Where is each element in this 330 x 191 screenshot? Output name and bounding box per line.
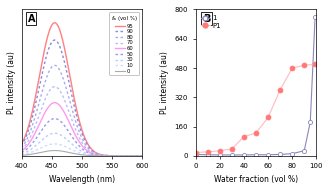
Y-axis label: PL intensity (au): PL intensity (au): [7, 51, 16, 114]
1: [194, 153, 198, 155]
1: [230, 154, 234, 156]
X-axis label: Wavelength (nm): Wavelength (nm): [49, 175, 115, 184]
X-axis label: Water fraction (vol %): Water fraction (vol %): [214, 175, 298, 184]
P1: [266, 116, 270, 119]
P1: [254, 132, 258, 134]
Text: A: A: [27, 14, 35, 24]
Line: P1: P1: [193, 62, 317, 155]
1: [218, 154, 222, 156]
Legend: 1, P1: 1, P1: [199, 13, 223, 31]
1: [278, 153, 282, 155]
1: [206, 154, 210, 156]
P1: [194, 151, 198, 154]
P1: [242, 135, 246, 138]
P1: [290, 67, 294, 69]
1: [290, 153, 294, 155]
Line: 1: 1: [194, 15, 317, 157]
Y-axis label: PL intensity (au): PL intensity (au): [160, 51, 169, 114]
P1: [218, 150, 222, 152]
1: [302, 150, 306, 152]
P1: [313, 63, 317, 66]
P1: [302, 64, 306, 66]
1: [308, 121, 312, 123]
P1: [230, 148, 234, 150]
1: [242, 154, 246, 156]
1: [254, 154, 258, 156]
P1: [278, 89, 282, 91]
1: [313, 16, 317, 18]
Text: B: B: [203, 14, 210, 24]
P1: [206, 151, 210, 153]
Legend: 95, 90, 80, 70, 60, 50, 30, 10, 0: 95, 90, 80, 70, 60, 50, 30, 10, 0: [109, 12, 140, 75]
1: [266, 154, 270, 156]
